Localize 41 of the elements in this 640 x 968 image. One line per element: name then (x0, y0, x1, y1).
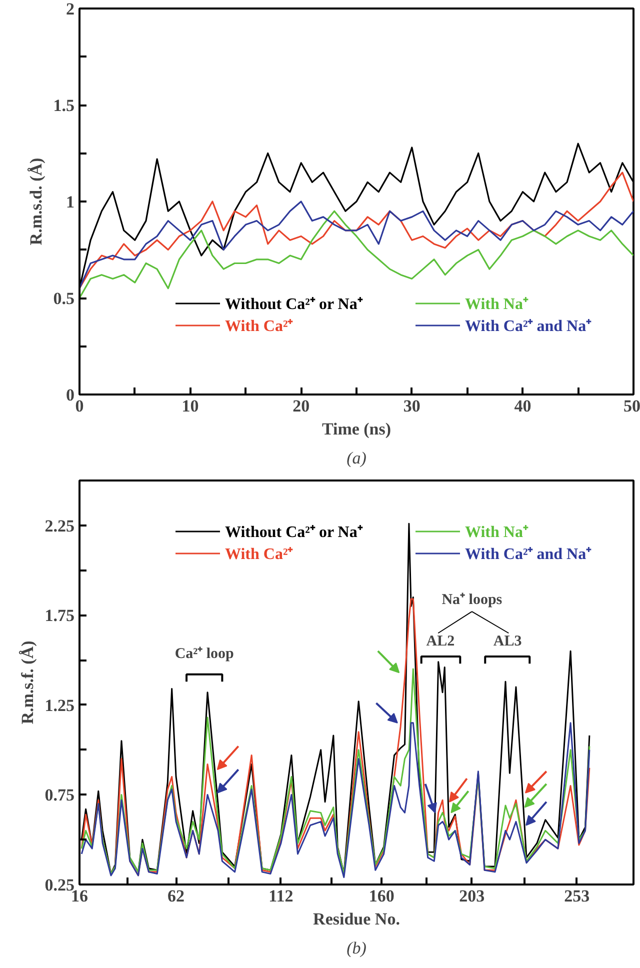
legend-label: With Ca²⁺ (225, 317, 293, 336)
y-tick-label: 2.25 (44, 516, 74, 536)
y-tick-label: 0.75 (44, 786, 74, 805)
y-axis-title: R.m.s.d. (Å) (26, 158, 46, 246)
legend-label: With Ca²⁺ (225, 545, 293, 564)
line-series (80, 722, 590, 878)
y-tick-label: 1.5 (53, 96, 74, 115)
legend-label: With Na⁺ (465, 523, 528, 542)
x-tick-label: 112 (268, 886, 294, 906)
y-axis-title: R.m.s.f. (Å) (18, 640, 37, 724)
line-series (80, 210, 634, 299)
annotation: Na⁺ loops (442, 592, 502, 608)
legend-label: Without Ca²⁺ or Na⁺ (225, 523, 362, 542)
y-tick-label: 1.25 (44, 696, 74, 715)
x-tick-label: 160 (368, 886, 394, 906)
y-tick-label: 1.75 (44, 606, 74, 626)
x-tick-label: 30 (403, 396, 420, 416)
legend-label: With Na⁺ (465, 295, 528, 314)
x-tick-label: 50 (624, 396, 640, 416)
x-tick-label: 253 (564, 886, 590, 906)
x-axis-title: Time (ns) (322, 420, 392, 438)
x-tick-label: 203 (459, 886, 485, 906)
annotation: Ca²⁺ loop (174, 646, 234, 662)
legend-label: Without Ca²⁺ or Na⁺ (225, 295, 362, 314)
x-axis-title: Residue No. (313, 910, 400, 928)
text: (b) (346, 938, 367, 958)
annotation: AL2 (426, 633, 455, 650)
x-tick-label: 20 (292, 396, 310, 416)
annotation: AL3 (493, 633, 522, 650)
legend-label: With Ca²⁺ and Na⁺ (465, 545, 592, 564)
legend-label: With Ca²⁺ and Na⁺ (465, 317, 592, 336)
x-tick-label: 10 (182, 396, 199, 416)
y-tick-label: 1 (66, 192, 74, 212)
y-tick-label: 2 (66, 0, 74, 18)
x-tick-label: 40 (514, 396, 532, 416)
y-tick-label: 0.5 (53, 289, 74, 308)
text: (a) (346, 448, 367, 468)
x-tick-label: 62 (168, 886, 185, 906)
line-series (80, 668, 590, 874)
line-series (80, 200, 634, 290)
line-series (80, 172, 634, 290)
